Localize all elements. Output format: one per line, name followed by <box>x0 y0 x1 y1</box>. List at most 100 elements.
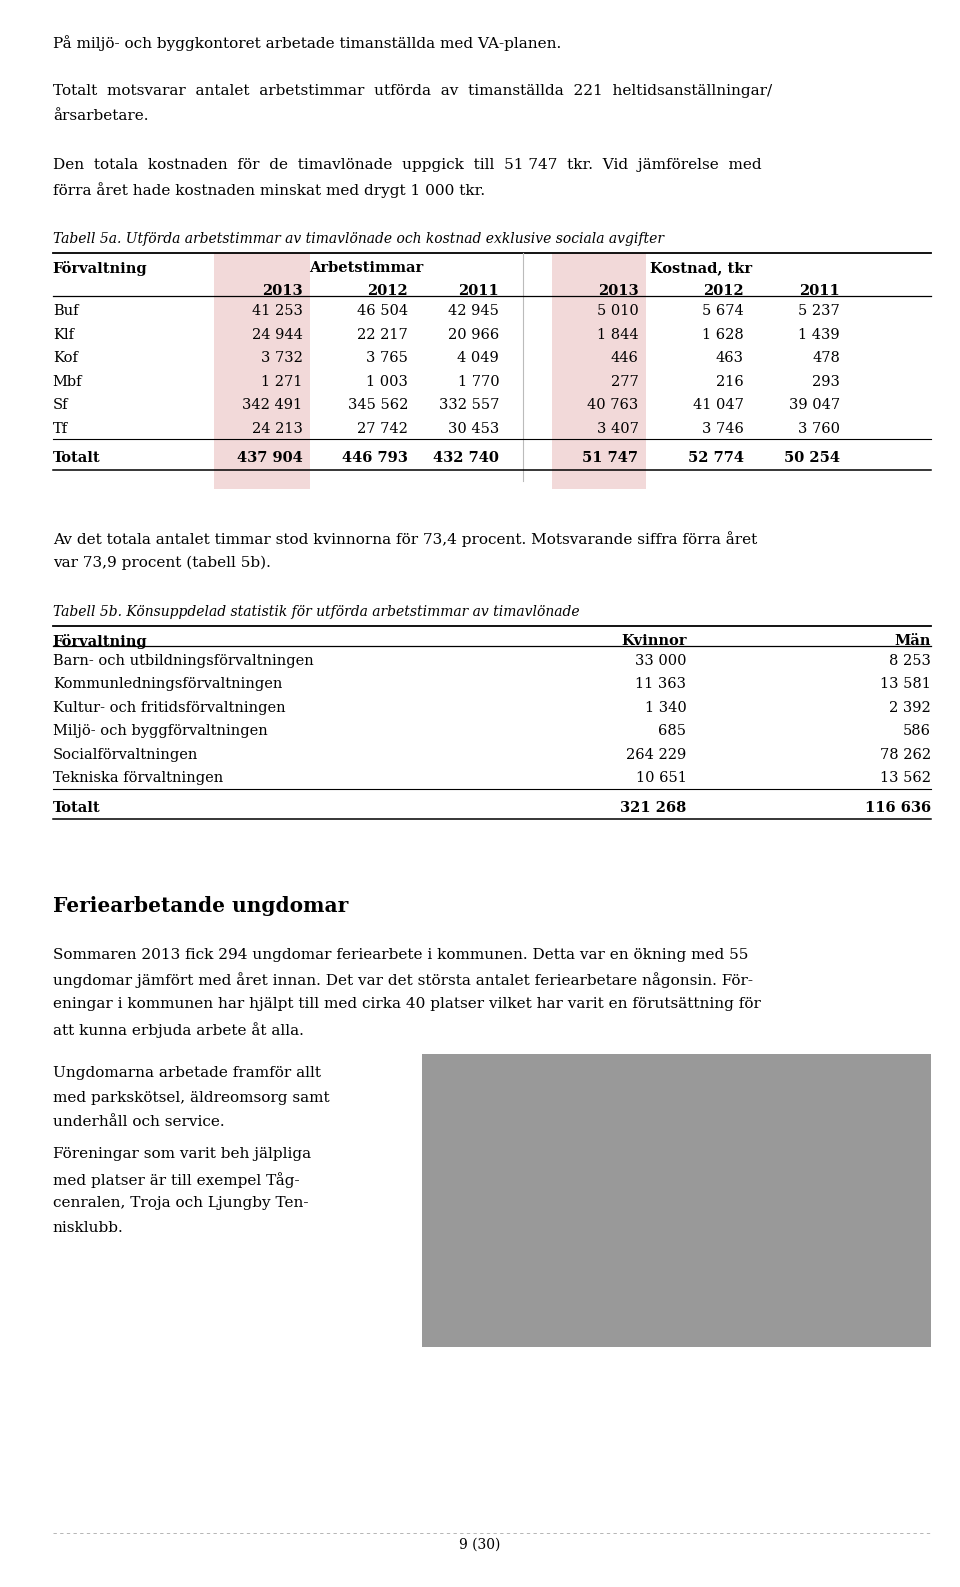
Text: årsarbetare.: årsarbetare. <box>53 108 148 122</box>
Text: 5 237: 5 237 <box>799 305 840 319</box>
Text: Föreningar som varit beh jälpliga: Föreningar som varit beh jälpliga <box>53 1147 311 1162</box>
Text: På miljö- och byggkontoret arbetade timanställda med VA-planen.: På miljö- och byggkontoret arbetade tima… <box>53 35 561 51</box>
Text: 342 491: 342 491 <box>242 398 302 413</box>
Text: 5 674: 5 674 <box>703 305 744 319</box>
Text: 2012: 2012 <box>368 284 408 298</box>
Text: Klf: Klf <box>53 329 74 341</box>
Text: 40 763: 40 763 <box>588 398 638 413</box>
Text: Tf: Tf <box>53 422 68 436</box>
Text: Förvaltning: Förvaltning <box>53 260 148 276</box>
Text: 10 651: 10 651 <box>636 771 686 786</box>
Text: 52 774: 52 774 <box>688 451 744 465</box>
Text: 446 793: 446 793 <box>342 451 408 465</box>
Text: Sommaren 2013 fick 294 ungdomar feriearbete i kommunen. Detta var en ökning med : Sommaren 2013 fick 294 ungdomar feriearb… <box>53 947 748 962</box>
Text: Män: Män <box>895 633 931 647</box>
Text: 321 268: 321 268 <box>620 800 686 814</box>
Text: 478: 478 <box>812 351 840 365</box>
Text: 586: 586 <box>903 724 931 738</box>
Text: 20 966: 20 966 <box>448 329 499 341</box>
Text: 78 262: 78 262 <box>880 747 931 762</box>
Text: Ungdomarna arbetade framför allt: Ungdomarna arbetade framför allt <box>53 1066 321 1081</box>
Bar <box>552 252 646 489</box>
Text: Tabell 5a. Utförda arbetstimmar av timavlönade och kostnad exklusive sociala avg: Tabell 5a. Utförda arbetstimmar av timav… <box>53 232 663 246</box>
Text: 51 747: 51 747 <box>583 451 638 465</box>
Text: att kunna erbjuda arbete åt alla.: att kunna erbjuda arbete åt alla. <box>53 1022 303 1038</box>
Text: 2013: 2013 <box>598 284 638 298</box>
Text: med platser är till exempel Tåg-: med platser är till exempel Tåg- <box>53 1171 300 1187</box>
Text: Totalt: Totalt <box>53 800 101 814</box>
Text: 332 557: 332 557 <box>439 398 499 413</box>
Text: 685: 685 <box>659 724 686 738</box>
Text: Arbetstimmar: Arbetstimmar <box>309 260 423 275</box>
Text: cenralen, Troja och Ljungby Ten-: cenralen, Troja och Ljungby Ten- <box>53 1197 308 1211</box>
Text: Kvinnor: Kvinnor <box>621 633 686 647</box>
Text: Feriearbetande ungdomar: Feriearbetande ungdomar <box>53 897 348 916</box>
Text: 216: 216 <box>716 375 744 389</box>
Text: 2011: 2011 <box>800 284 840 298</box>
Text: 13 562: 13 562 <box>880 771 931 786</box>
Text: 11 363: 11 363 <box>636 678 686 692</box>
Text: förra året hade kostnaden minskat med drygt 1 000 tkr.: förra året hade kostnaden minskat med dr… <box>53 183 485 198</box>
Text: 39 047: 39 047 <box>789 398 840 413</box>
Text: 5 010: 5 010 <box>597 305 638 319</box>
Text: 293: 293 <box>812 375 840 389</box>
Text: 8 253: 8 253 <box>889 654 931 668</box>
Text: 27 742: 27 742 <box>357 422 408 436</box>
Text: 1 628: 1 628 <box>703 329 744 341</box>
Text: Förvaltning: Förvaltning <box>53 633 148 649</box>
Text: 2 392: 2 392 <box>890 701 931 714</box>
Bar <box>214 252 310 489</box>
Text: 1 770: 1 770 <box>458 375 499 389</box>
Text: 2013: 2013 <box>262 284 302 298</box>
Text: 345 562: 345 562 <box>348 398 408 413</box>
Text: Tabell 5b. Könsuppdelad statistik för utförda arbetstimmar av timavlönade: Tabell 5b. Könsuppdelad statistik för ut… <box>53 605 580 619</box>
Text: Tekniska förvaltningen: Tekniska förvaltningen <box>53 771 223 786</box>
Text: 13 581: 13 581 <box>880 678 931 692</box>
Text: 24 213: 24 213 <box>252 422 302 436</box>
Text: 24 944: 24 944 <box>252 329 302 341</box>
Text: Sf: Sf <box>53 398 68 413</box>
Text: 463: 463 <box>716 351 744 365</box>
Text: eningar i kommunen har hjälpt till med cirka 40 platser vilket har varit en föru: eningar i kommunen har hjälpt till med c… <box>53 997 760 1011</box>
Text: 446: 446 <box>611 351 638 365</box>
Text: 30 453: 30 453 <box>448 422 499 436</box>
Text: Kof: Kof <box>53 351 78 365</box>
Text: 41 253: 41 253 <box>252 305 302 319</box>
Text: nisklubb.: nisklubb. <box>53 1220 124 1235</box>
Text: Buf: Buf <box>53 305 79 319</box>
Text: 33 000: 33 000 <box>635 654 686 668</box>
Text: 3 746: 3 746 <box>702 422 744 436</box>
Text: 22 217: 22 217 <box>357 329 408 341</box>
Text: 432 740: 432 740 <box>433 451 499 465</box>
Text: 50 254: 50 254 <box>784 451 840 465</box>
Text: 9 (30): 9 (30) <box>459 1538 501 1552</box>
Bar <box>422 1054 931 1347</box>
Text: 41 047: 41 047 <box>693 398 744 413</box>
Text: med parkskötsel, äldreomsorg samt: med parkskötsel, äldreomsorg samt <box>53 1090 329 1105</box>
Text: Kommunledningsförvaltningen: Kommunledningsförvaltningen <box>53 678 282 692</box>
Text: 1 003: 1 003 <box>366 375 408 389</box>
Text: 116 636: 116 636 <box>865 800 931 814</box>
Text: Kostnad, tkr: Kostnad, tkr <box>650 260 752 275</box>
Text: Mbf: Mbf <box>53 375 83 389</box>
Text: Den  totala  kostnaden  för  de  timavlönade  uppgick  till  51 747  tkr.  Vid  : Den totala kostnaden för de timavlönade … <box>53 159 761 171</box>
Text: 264 229: 264 229 <box>626 747 686 762</box>
Text: 3 765: 3 765 <box>366 351 408 365</box>
Text: 2012: 2012 <box>704 284 744 298</box>
Text: 3 760: 3 760 <box>798 422 840 436</box>
Text: 42 945: 42 945 <box>448 305 499 319</box>
Text: underhåll och service.: underhåll och service. <box>53 1116 225 1130</box>
Text: 4 049: 4 049 <box>458 351 499 365</box>
Text: Totalt  motsvarar  antalet  arbetstimmar  utförda  av  timanställda  221  heltid: Totalt motsvarar antalet arbetstimmar ut… <box>53 84 772 98</box>
Text: 3 407: 3 407 <box>596 422 638 436</box>
Text: Kultur- och fritidsförvaltningen: Kultur- och fritidsförvaltningen <box>53 701 285 714</box>
Text: 2011: 2011 <box>459 284 499 298</box>
Text: Av det totala antalet timmar stod kvinnorna för 73,4 procent. Motsvarande siffra: Av det totala antalet timmar stod kvinno… <box>53 532 757 548</box>
Text: 46 504: 46 504 <box>357 305 408 319</box>
Text: Socialförvaltningen: Socialförvaltningen <box>53 747 198 762</box>
Text: 437 904: 437 904 <box>237 451 302 465</box>
Text: Miljö- och byggförvaltningen: Miljö- och byggförvaltningen <box>53 724 268 738</box>
Text: Barn- och utbildningsförvaltningen: Barn- och utbildningsförvaltningen <box>53 654 314 668</box>
Text: Totalt: Totalt <box>53 451 101 465</box>
Text: var 73,9 procent (tabell 5b).: var 73,9 procent (tabell 5b). <box>53 555 271 570</box>
